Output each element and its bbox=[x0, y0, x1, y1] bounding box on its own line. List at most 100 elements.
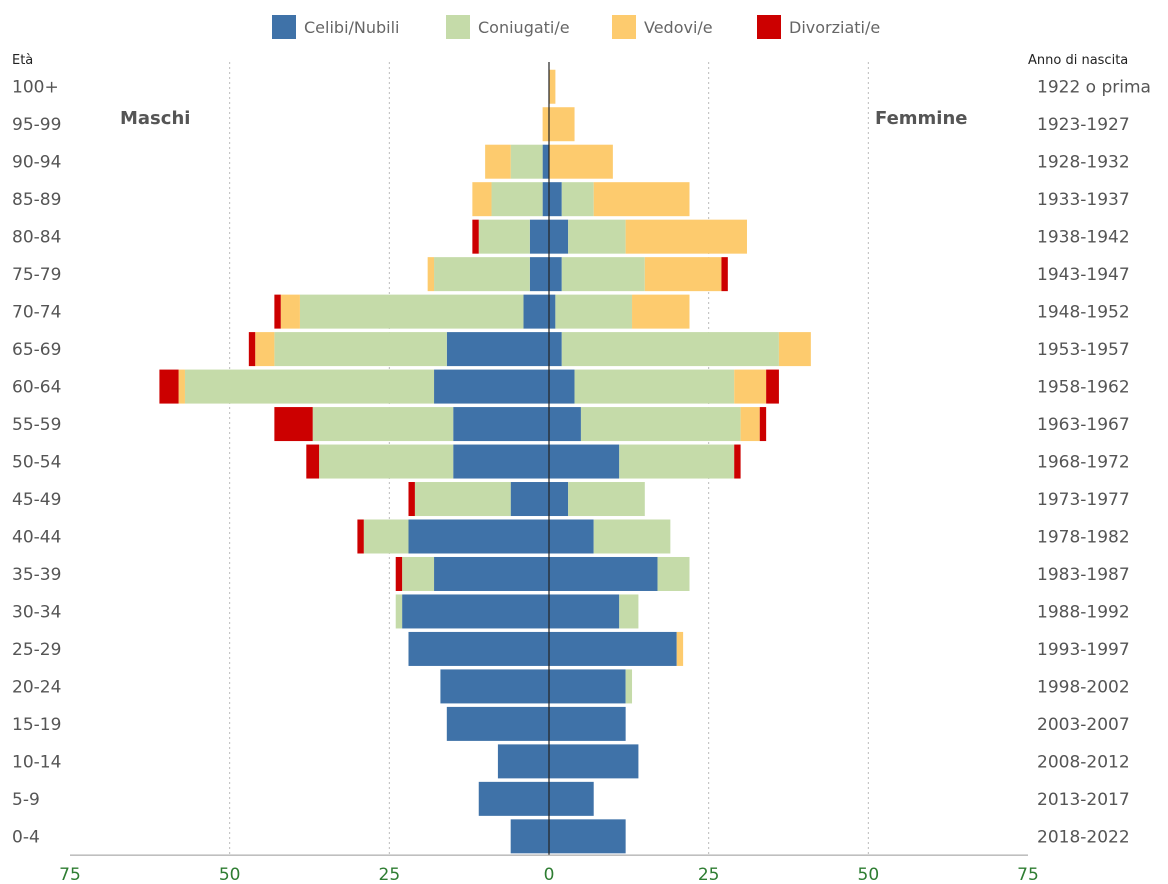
bar-female-divorziati-60-64 bbox=[766, 369, 779, 404]
bar-female-celibi-75-79 bbox=[549, 257, 562, 292]
bar-male-vedovi-70-74 bbox=[280, 294, 300, 329]
bar-male-coniugati-30-34 bbox=[395, 594, 403, 629]
bar-female-celibi-35-39 bbox=[549, 556, 658, 591]
birth-year-label: 1973-1977 bbox=[1037, 490, 1130, 510]
x-tick-label: 75 bbox=[59, 865, 81, 884]
legend-swatch bbox=[612, 15, 636, 39]
birth-year-label: 1998-2002 bbox=[1037, 677, 1130, 697]
bar-male-vedovi-95-99 bbox=[542, 107, 549, 142]
bar-female-coniugati-40-44 bbox=[593, 519, 671, 554]
legend-item: Vedovi/e bbox=[612, 15, 713, 39]
age-label: 70-74 bbox=[12, 303, 61, 323]
bar-female-vedovi-95-99 bbox=[549, 107, 575, 142]
age-label: 65-69 bbox=[12, 340, 61, 360]
bar-male-celibi-85-89 bbox=[542, 182, 549, 217]
age-label: 25-29 bbox=[12, 640, 61, 660]
bar-male-celibi-10-14 bbox=[497, 744, 549, 779]
bar-male-divorziati-60-64 bbox=[159, 369, 179, 404]
bar-male-celibi-80-84 bbox=[529, 219, 549, 254]
legend-swatch bbox=[272, 15, 296, 39]
age-axis-title: Età bbox=[12, 53, 33, 68]
birth-year-label: 1953-1957 bbox=[1037, 340, 1130, 360]
legend: Celibi/Nubili Coniugati/e Vedovi/e Divorzia… bbox=[272, 15, 880, 39]
bar-female-coniugati-75-79 bbox=[561, 257, 645, 292]
bar-male-celibi-40-44 bbox=[408, 519, 549, 554]
birth-year-tick-labels: 1922 o prima 1923-1927 1928-1932 1933-1937 1… bbox=[1037, 78, 1151, 848]
bar-female-coniugati-45-49 bbox=[568, 482, 645, 517]
x-tick-label: 0 bbox=[544, 865, 555, 884]
age-label: 10-14 bbox=[12, 752, 61, 772]
bar-male-celibi-0-4 bbox=[510, 819, 549, 854]
bar-male-divorziati-40-44 bbox=[357, 519, 364, 554]
bar-female-coniugati-65-69 bbox=[561, 332, 779, 367]
x-tick-label: 25 bbox=[379, 865, 401, 884]
age-label: 80-84 bbox=[12, 228, 61, 248]
bar-male-divorziati-70-74 bbox=[274, 294, 281, 329]
bar-female-celibi-50-54 bbox=[549, 444, 620, 479]
bar-male-coniugati-60-64 bbox=[184, 369, 435, 404]
birth-year-label: 1943-1947 bbox=[1037, 265, 1130, 285]
age-label: 15-19 bbox=[12, 715, 61, 735]
bar-female-coniugati-35-39 bbox=[657, 556, 690, 591]
bar-male-vedovi-85-89 bbox=[472, 182, 492, 217]
bar-male-celibi-90-94 bbox=[542, 144, 549, 179]
bar-female-vedovi-60-64 bbox=[734, 369, 767, 404]
age-label: 5-9 bbox=[12, 790, 40, 810]
bar-female-vedovi-70-74 bbox=[632, 294, 690, 329]
bar-male-celibi-60-64 bbox=[434, 369, 549, 404]
birth-year-label: 1958-1962 bbox=[1037, 378, 1130, 398]
bar-male-coniugati-45-49 bbox=[414, 482, 511, 517]
bar-male-divorziati-50-54 bbox=[306, 444, 320, 479]
age-label: 30-34 bbox=[12, 602, 61, 622]
age-label: 20-24 bbox=[12, 677, 61, 697]
males-side-label: Maschi bbox=[120, 108, 190, 129]
birth-year-label: 1928-1932 bbox=[1037, 153, 1130, 173]
bar-male-celibi-25-29 bbox=[408, 631, 549, 666]
age-label: 40-44 bbox=[12, 528, 61, 548]
birth-year-label: 1922 o prima bbox=[1037, 78, 1151, 98]
legend-swatch bbox=[757, 15, 781, 39]
legend-item: Celibi/Nubili bbox=[272, 15, 400, 39]
age-tick-labels: 100+ 95-99 90-94 85-89 80-84 75-79 70-74 65-69 6… bbox=[12, 78, 61, 848]
bar-male-divorziati-45-49 bbox=[408, 482, 415, 517]
bar-male-coniugati-90-94 bbox=[510, 144, 543, 179]
birth-year-axis-title: Anno di nascita bbox=[1028, 53, 1128, 68]
bar-female-celibi-25-29 bbox=[549, 631, 677, 666]
bar-male-celibi-45-49 bbox=[510, 482, 549, 517]
birth-year-label: 1978-1982 bbox=[1037, 528, 1130, 548]
age-label: 100+ bbox=[12, 78, 59, 98]
bar-female-celibi-10-14 bbox=[549, 744, 639, 779]
bar-male-coniugati-85-89 bbox=[491, 182, 543, 217]
bar-female-vedovi-80-84 bbox=[625, 219, 747, 254]
bar-male-vedovi-90-94 bbox=[485, 144, 511, 179]
legend-label: Vedovi/e bbox=[644, 18, 713, 37]
birth-year-label: 2013-2017 bbox=[1037, 790, 1130, 810]
bar-female-celibi-15-19 bbox=[549, 706, 626, 741]
bar-male-divorziati-65-69 bbox=[248, 332, 256, 367]
birth-year-label: 2003-2007 bbox=[1037, 715, 1130, 735]
bar-female-celibi-0-4 bbox=[549, 819, 626, 854]
birth-year-label: 2008-2012 bbox=[1037, 752, 1130, 772]
birth-year-label: 1968-1972 bbox=[1037, 453, 1130, 473]
bar-female-coniugati-70-74 bbox=[555, 294, 633, 329]
bar-male-coniugati-70-74 bbox=[299, 294, 524, 329]
age-label: 55-59 bbox=[12, 415, 61, 435]
bar-female-celibi-5-9 bbox=[549, 781, 594, 816]
bar-female-celibi-70-74 bbox=[549, 294, 556, 329]
females-side-label: Femmine bbox=[875, 108, 967, 129]
bar-male-celibi-20-24 bbox=[440, 669, 549, 704]
bar-female-celibi-45-49 bbox=[549, 482, 569, 517]
bar-male-celibi-65-69 bbox=[446, 332, 549, 367]
bar-female-celibi-65-69 bbox=[549, 332, 562, 367]
birth-year-label: 2018-2022 bbox=[1037, 827, 1130, 847]
bar-male-celibi-70-74 bbox=[523, 294, 549, 329]
bar-female-coniugati-50-54 bbox=[619, 444, 735, 479]
legend-label: Celibi/Nubili bbox=[304, 18, 400, 37]
x-tick-label: 25 bbox=[698, 865, 720, 884]
bar-male-vedovi-75-79 bbox=[427, 257, 435, 292]
bar-female-celibi-40-44 bbox=[549, 519, 594, 554]
x-tick-label: 50 bbox=[219, 865, 241, 884]
age-label: 50-54 bbox=[12, 453, 61, 473]
birth-year-label: 1948-1952 bbox=[1037, 303, 1130, 323]
bar-male-coniugati-55-59 bbox=[312, 407, 454, 442]
